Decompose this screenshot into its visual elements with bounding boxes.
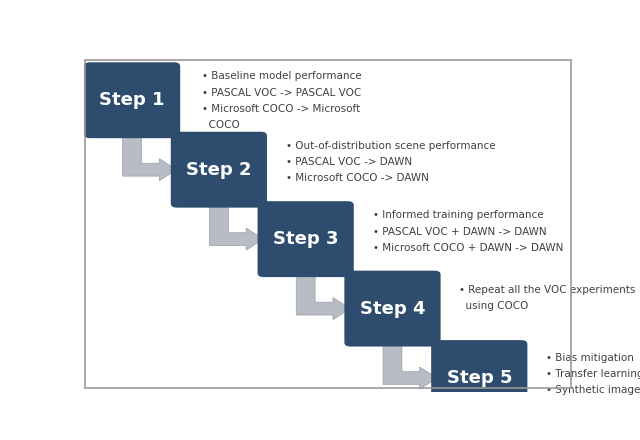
Text: • Informed training performance: • Informed training performance [372, 210, 543, 220]
Text: • Microsoft COCO + DAWN -> DAWN: • Microsoft COCO + DAWN -> DAWN [372, 243, 563, 253]
Polygon shape [209, 204, 264, 250]
FancyBboxPatch shape [84, 62, 180, 138]
Text: Step 3: Step 3 [273, 230, 339, 248]
FancyBboxPatch shape [344, 271, 440, 347]
Text: • Baseline model performance: • Baseline model performance [202, 71, 361, 81]
Text: Step 4: Step 4 [360, 300, 425, 318]
Text: • Microsoft COCO -> Microsoft: • Microsoft COCO -> Microsoft [202, 104, 360, 114]
Text: • PASCAL VOC + DAWN -> DAWN: • PASCAL VOC + DAWN -> DAWN [372, 227, 547, 237]
FancyBboxPatch shape [171, 132, 267, 208]
FancyBboxPatch shape [257, 201, 354, 277]
Text: • PASCAL VOC -> PASCAL VOC: • PASCAL VOC -> PASCAL VOC [202, 88, 361, 98]
Text: Step 2: Step 2 [186, 161, 252, 179]
Text: using COCO: using COCO [460, 301, 529, 311]
Text: Step 1: Step 1 [99, 91, 165, 109]
Polygon shape [296, 273, 350, 319]
FancyBboxPatch shape [431, 340, 527, 416]
Text: • Synthetic image corruption: • Synthetic image corruption [547, 385, 640, 395]
Text: • Bias mitigation: • Bias mitigation [547, 352, 634, 363]
Polygon shape [383, 342, 437, 389]
Polygon shape [123, 134, 177, 181]
Text: Step 5: Step 5 [447, 369, 512, 387]
Text: • Microsoft COCO -> DAWN: • Microsoft COCO -> DAWN [286, 173, 429, 183]
Text: • Repeat all the VOC experiments: • Repeat all the VOC experiments [460, 285, 636, 295]
Text: • PASCAL VOC -> DAWN: • PASCAL VOC -> DAWN [286, 157, 412, 167]
Text: • Transfer learning: • Transfer learning [547, 369, 640, 379]
Text: COCO: COCO [202, 120, 239, 130]
Text: • Out-of-distribution scene performance: • Out-of-distribution scene performance [286, 141, 495, 151]
